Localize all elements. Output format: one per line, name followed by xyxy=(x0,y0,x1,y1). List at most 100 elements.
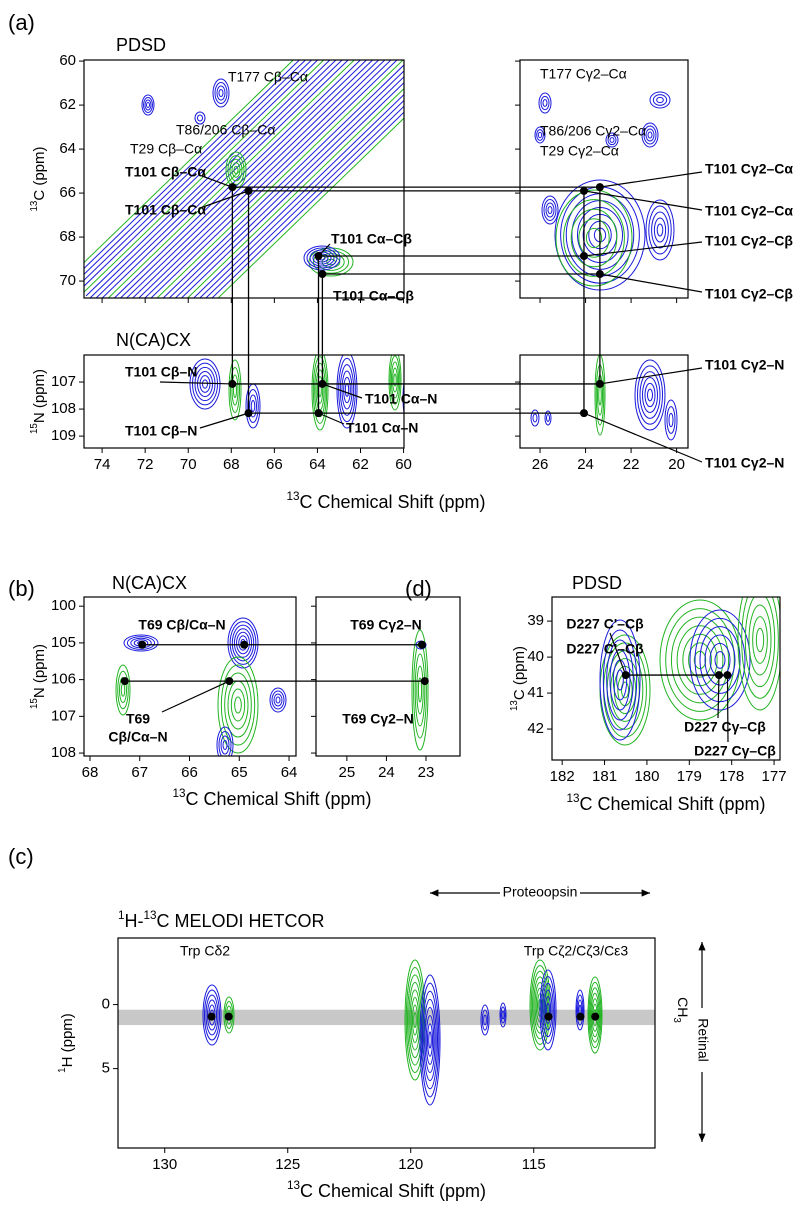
annotation: T69 Cγ2–N xyxy=(350,617,422,633)
contour-decoration xyxy=(412,1004,418,1036)
annotation: T101 Cγ2–Cβ xyxy=(705,233,793,249)
annotation: Trp Cδ2 xyxy=(180,943,230,959)
contour-decoration xyxy=(656,96,664,104)
annotation: T101 Cγ2–N xyxy=(705,455,784,471)
contour-decoration xyxy=(119,60,368,298)
contour-decoration xyxy=(344,383,350,397)
contour-decoration xyxy=(217,117,404,298)
annotation: Retinal xyxy=(695,1018,711,1062)
contour-decoration xyxy=(668,412,674,428)
contour-decoration xyxy=(231,162,241,178)
leader-line xyxy=(583,190,703,211)
contour-decoration xyxy=(411,629,429,751)
contour-decoration xyxy=(410,997,420,1043)
y-axis-label-part: 15 xyxy=(29,698,40,709)
contour-decoration xyxy=(664,399,678,441)
x-tick-label: 74 xyxy=(94,456,111,473)
contour-decoration xyxy=(419,974,441,1106)
x-axis-label: 13C Chemical Shift (ppm) xyxy=(566,792,765,814)
contour-decoration xyxy=(202,379,208,389)
contour-decoration xyxy=(162,64,404,298)
y-axis-label-part: N (ppm) xyxy=(31,644,48,698)
contour-decoration xyxy=(197,371,213,397)
contour-decoration xyxy=(594,355,606,436)
annotation: T101 Cγ2–Cα xyxy=(705,161,793,177)
contour-decoration xyxy=(590,992,600,1038)
contour-decoration xyxy=(180,82,404,298)
contour-decoration xyxy=(540,976,556,1044)
contour-decoration xyxy=(101,60,349,298)
panel-label: (a) xyxy=(8,10,35,35)
annotation: Proteoopsin xyxy=(503,884,578,900)
x-tick-label: 68 xyxy=(82,764,99,781)
contour-decoration xyxy=(423,998,437,1082)
leader-line xyxy=(322,383,363,399)
contour-decoration xyxy=(532,970,548,1040)
contour-decoration xyxy=(107,60,355,298)
x-axis-label-part: C Chemical Shift (ppm) xyxy=(579,794,765,814)
contour-decoration xyxy=(427,1023,433,1057)
contour-decoration xyxy=(704,634,736,686)
panel-title: 1H-13C MELODI HETCOR xyxy=(118,909,325,931)
contour-decoration xyxy=(752,616,768,664)
contour-decoration xyxy=(199,99,404,298)
panel-title: N(CA)CX xyxy=(116,330,191,350)
contour-decoration xyxy=(647,388,653,402)
x-axis-label-part: C Chemical Shift (ppm) xyxy=(300,1181,486,1201)
y-tick-label: 64 xyxy=(59,140,76,157)
contour-decoration xyxy=(651,211,669,249)
peak-dot xyxy=(318,270,327,279)
contour-decoration xyxy=(563,199,625,277)
contour-decoration xyxy=(543,989,553,1031)
y-axis-label-part: 13 xyxy=(29,201,40,212)
contour-decoration xyxy=(204,989,220,1041)
panel-title: N(CA)CX xyxy=(112,573,187,593)
contour-decoration xyxy=(544,410,552,426)
contour-decoration xyxy=(532,413,538,423)
contour-decoration xyxy=(413,1012,417,1028)
peak-dot xyxy=(138,640,147,649)
contour-decoration xyxy=(741,597,779,699)
annotation-part: 3 xyxy=(671,1017,682,1023)
contour-decoration xyxy=(205,994,219,1036)
x-tick-label: 25 xyxy=(339,764,356,781)
contour-decoration xyxy=(694,617,746,703)
x-axis-label-part: 13 xyxy=(286,490,299,503)
x-tick-label: 68 xyxy=(223,456,240,473)
panel-label: (c) xyxy=(8,844,34,869)
contour-decoration xyxy=(534,126,546,144)
contour-decoration xyxy=(393,373,397,387)
leader-line xyxy=(726,675,729,743)
contour-decoration xyxy=(212,78,230,108)
contour-decoration xyxy=(637,365,663,425)
contour-decoration xyxy=(218,731,232,756)
contour-decoration xyxy=(665,608,735,712)
contour-decoration xyxy=(481,1009,489,1031)
y-axis-label-part: 1 xyxy=(57,1067,68,1072)
contour-decoration xyxy=(126,636,156,650)
contour-decoration xyxy=(205,105,404,298)
contour-decoration xyxy=(545,202,555,218)
y-tick-label: 109 xyxy=(51,427,76,444)
y-axis-label-part: H (ppm) xyxy=(59,1013,76,1067)
contour-decoration xyxy=(233,165,239,175)
contour-decoration xyxy=(84,60,294,264)
contour-decoration xyxy=(231,624,255,662)
contour-decoration xyxy=(744,597,776,688)
contour-decoration xyxy=(688,642,712,678)
contour-decoration xyxy=(138,60,386,298)
leader-line xyxy=(599,171,703,188)
contour-decoration xyxy=(229,621,257,665)
contour-decoration xyxy=(755,627,765,653)
contour-decoration xyxy=(541,195,559,225)
contour-decoration xyxy=(227,155,245,185)
contour-decoration xyxy=(578,218,610,258)
contour-decoration xyxy=(168,70,404,298)
contour-decoration xyxy=(186,87,404,298)
x-tick-label: 64 xyxy=(309,456,326,473)
x-tick-label: 182 xyxy=(550,768,575,785)
x-tick-label: 23 xyxy=(418,764,435,781)
x-tick-label: 72 xyxy=(137,456,154,473)
contour-decoration xyxy=(428,1031,432,1049)
y-tick-label: 41 xyxy=(527,684,544,701)
